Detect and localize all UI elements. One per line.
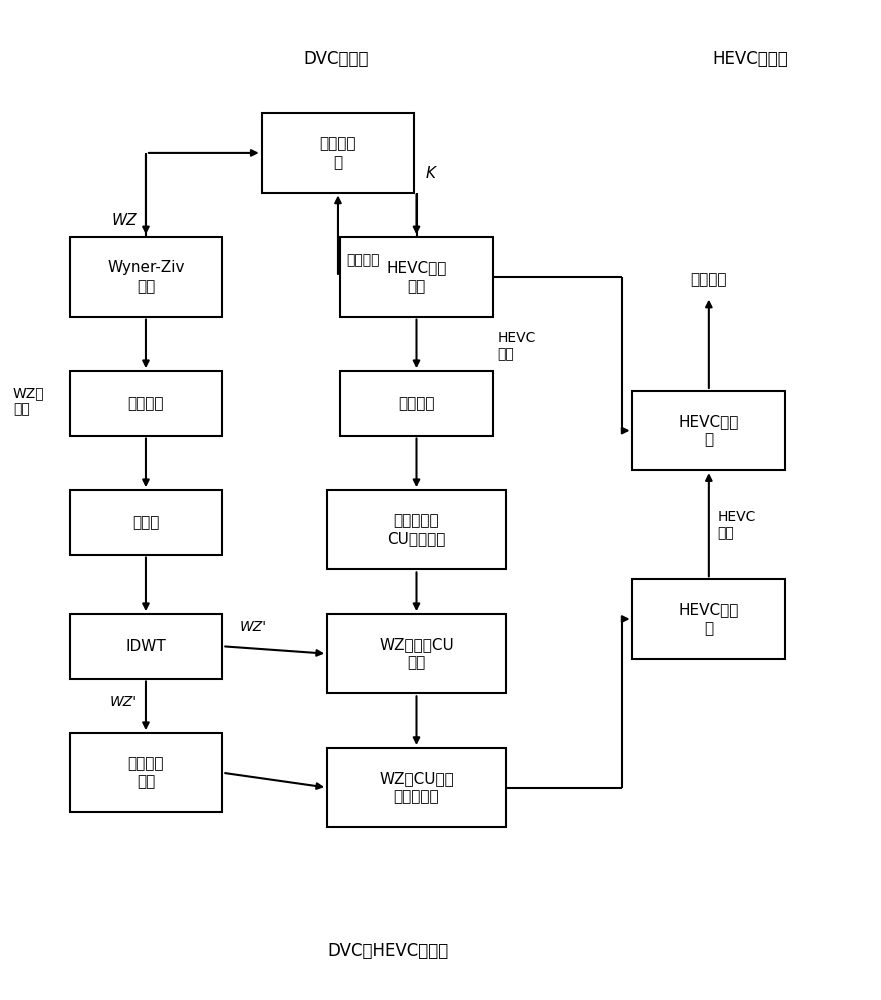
Text: DVC到HEVC转码器: DVC到HEVC转码器 bbox=[328, 942, 448, 960]
Bar bbox=[70, 237, 222, 317]
Bar bbox=[633, 391, 785, 470]
Text: 提取关键帧
CU进行融合: 提取关键帧 CU进行融合 bbox=[388, 513, 446, 547]
Text: HEVC
码流: HEVC 码流 bbox=[497, 331, 536, 362]
Text: Wyner-Ziv
编码: Wyner-Ziv 编码 bbox=[107, 260, 185, 294]
Text: K: K bbox=[426, 166, 435, 181]
Bar bbox=[327, 490, 506, 569]
Text: 帧内解码: 帧内解码 bbox=[398, 396, 434, 411]
Text: 视频序列: 视频序列 bbox=[691, 272, 727, 287]
Bar bbox=[633, 579, 785, 659]
Text: 提取运动
矢量: 提取运动 矢量 bbox=[128, 756, 164, 790]
Bar bbox=[340, 237, 492, 317]
Bar bbox=[327, 748, 506, 827]
Text: 视频序列: 视频序列 bbox=[347, 253, 381, 267]
Bar bbox=[70, 371, 222, 436]
Text: WZ: WZ bbox=[111, 213, 137, 228]
Text: HEVC编码
器: HEVC编码 器 bbox=[678, 602, 739, 636]
Text: IDWT: IDWT bbox=[126, 639, 167, 654]
Text: WZ帧
码流: WZ帧 码流 bbox=[13, 386, 45, 416]
Text: HEVC
码流: HEVC 码流 bbox=[717, 510, 756, 540]
Text: HEVC解码
器: HEVC解码 器 bbox=[678, 414, 739, 447]
Text: 信道译码: 信道译码 bbox=[128, 396, 164, 411]
Text: WZ': WZ' bbox=[110, 695, 137, 709]
Text: WZ帧CU划分
模式再判决: WZ帧CU划分 模式再判决 bbox=[379, 771, 454, 804]
Bar bbox=[70, 490, 222, 555]
Text: 反量化: 反量化 bbox=[132, 515, 159, 530]
Text: DVC编码端: DVC编码端 bbox=[303, 50, 368, 68]
Bar bbox=[70, 614, 222, 678]
Bar bbox=[70, 733, 222, 812]
Text: WZ帧进行CU
划分: WZ帧进行CU 划分 bbox=[379, 637, 454, 671]
Bar bbox=[262, 113, 414, 193]
Text: HEVC帧内
编码: HEVC帧内 编码 bbox=[386, 260, 447, 294]
Text: HEVC解码端: HEVC解码端 bbox=[713, 50, 788, 68]
Bar bbox=[327, 614, 506, 693]
Bar bbox=[340, 371, 492, 436]
Text: 视频分类
器: 视频分类 器 bbox=[320, 136, 356, 170]
Text: WZ': WZ' bbox=[240, 620, 267, 634]
